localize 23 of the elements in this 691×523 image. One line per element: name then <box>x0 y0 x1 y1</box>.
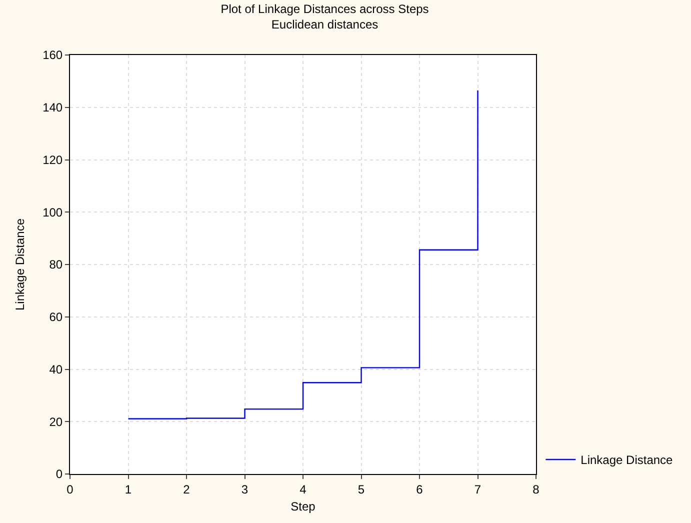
chart-subtitle: Euclidean distances <box>271 18 378 32</box>
y-tick-label: 80 <box>49 258 63 272</box>
x-tick-label: 0 <box>66 482 74 496</box>
y-tick-label: 40 <box>49 362 63 376</box>
x-axis-title: Step <box>290 499 316 514</box>
x-tick-label: 6 <box>416 482 424 496</box>
legend-label: Linkage Distance <box>580 453 674 468</box>
y-tick-label: 120 <box>42 152 63 167</box>
x-tick-label: 2 <box>183 482 190 496</box>
x-tick-label: 1 <box>124 482 132 496</box>
x-tick-label: 3 <box>241 482 248 496</box>
x-tick-label: 7 <box>474 482 482 496</box>
chart-title: Plot of Linkage Distances across Steps <box>220 2 429 16</box>
y-tick-label: 160 <box>42 48 63 62</box>
x-tick-label: 5 <box>358 482 365 496</box>
y-tick-label: 140 <box>42 100 63 115</box>
y-tick-label: 100 <box>42 205 63 220</box>
x-tick-label: 8 <box>532 482 540 496</box>
y-tick-label: 20 <box>49 414 63 429</box>
y-tick-label: 60 <box>49 310 63 324</box>
x-tick-label: 4 <box>300 482 307 496</box>
y-tick-label: 0 <box>56 467 63 482</box>
y-axis-title: Linkage Distance <box>12 218 27 311</box>
